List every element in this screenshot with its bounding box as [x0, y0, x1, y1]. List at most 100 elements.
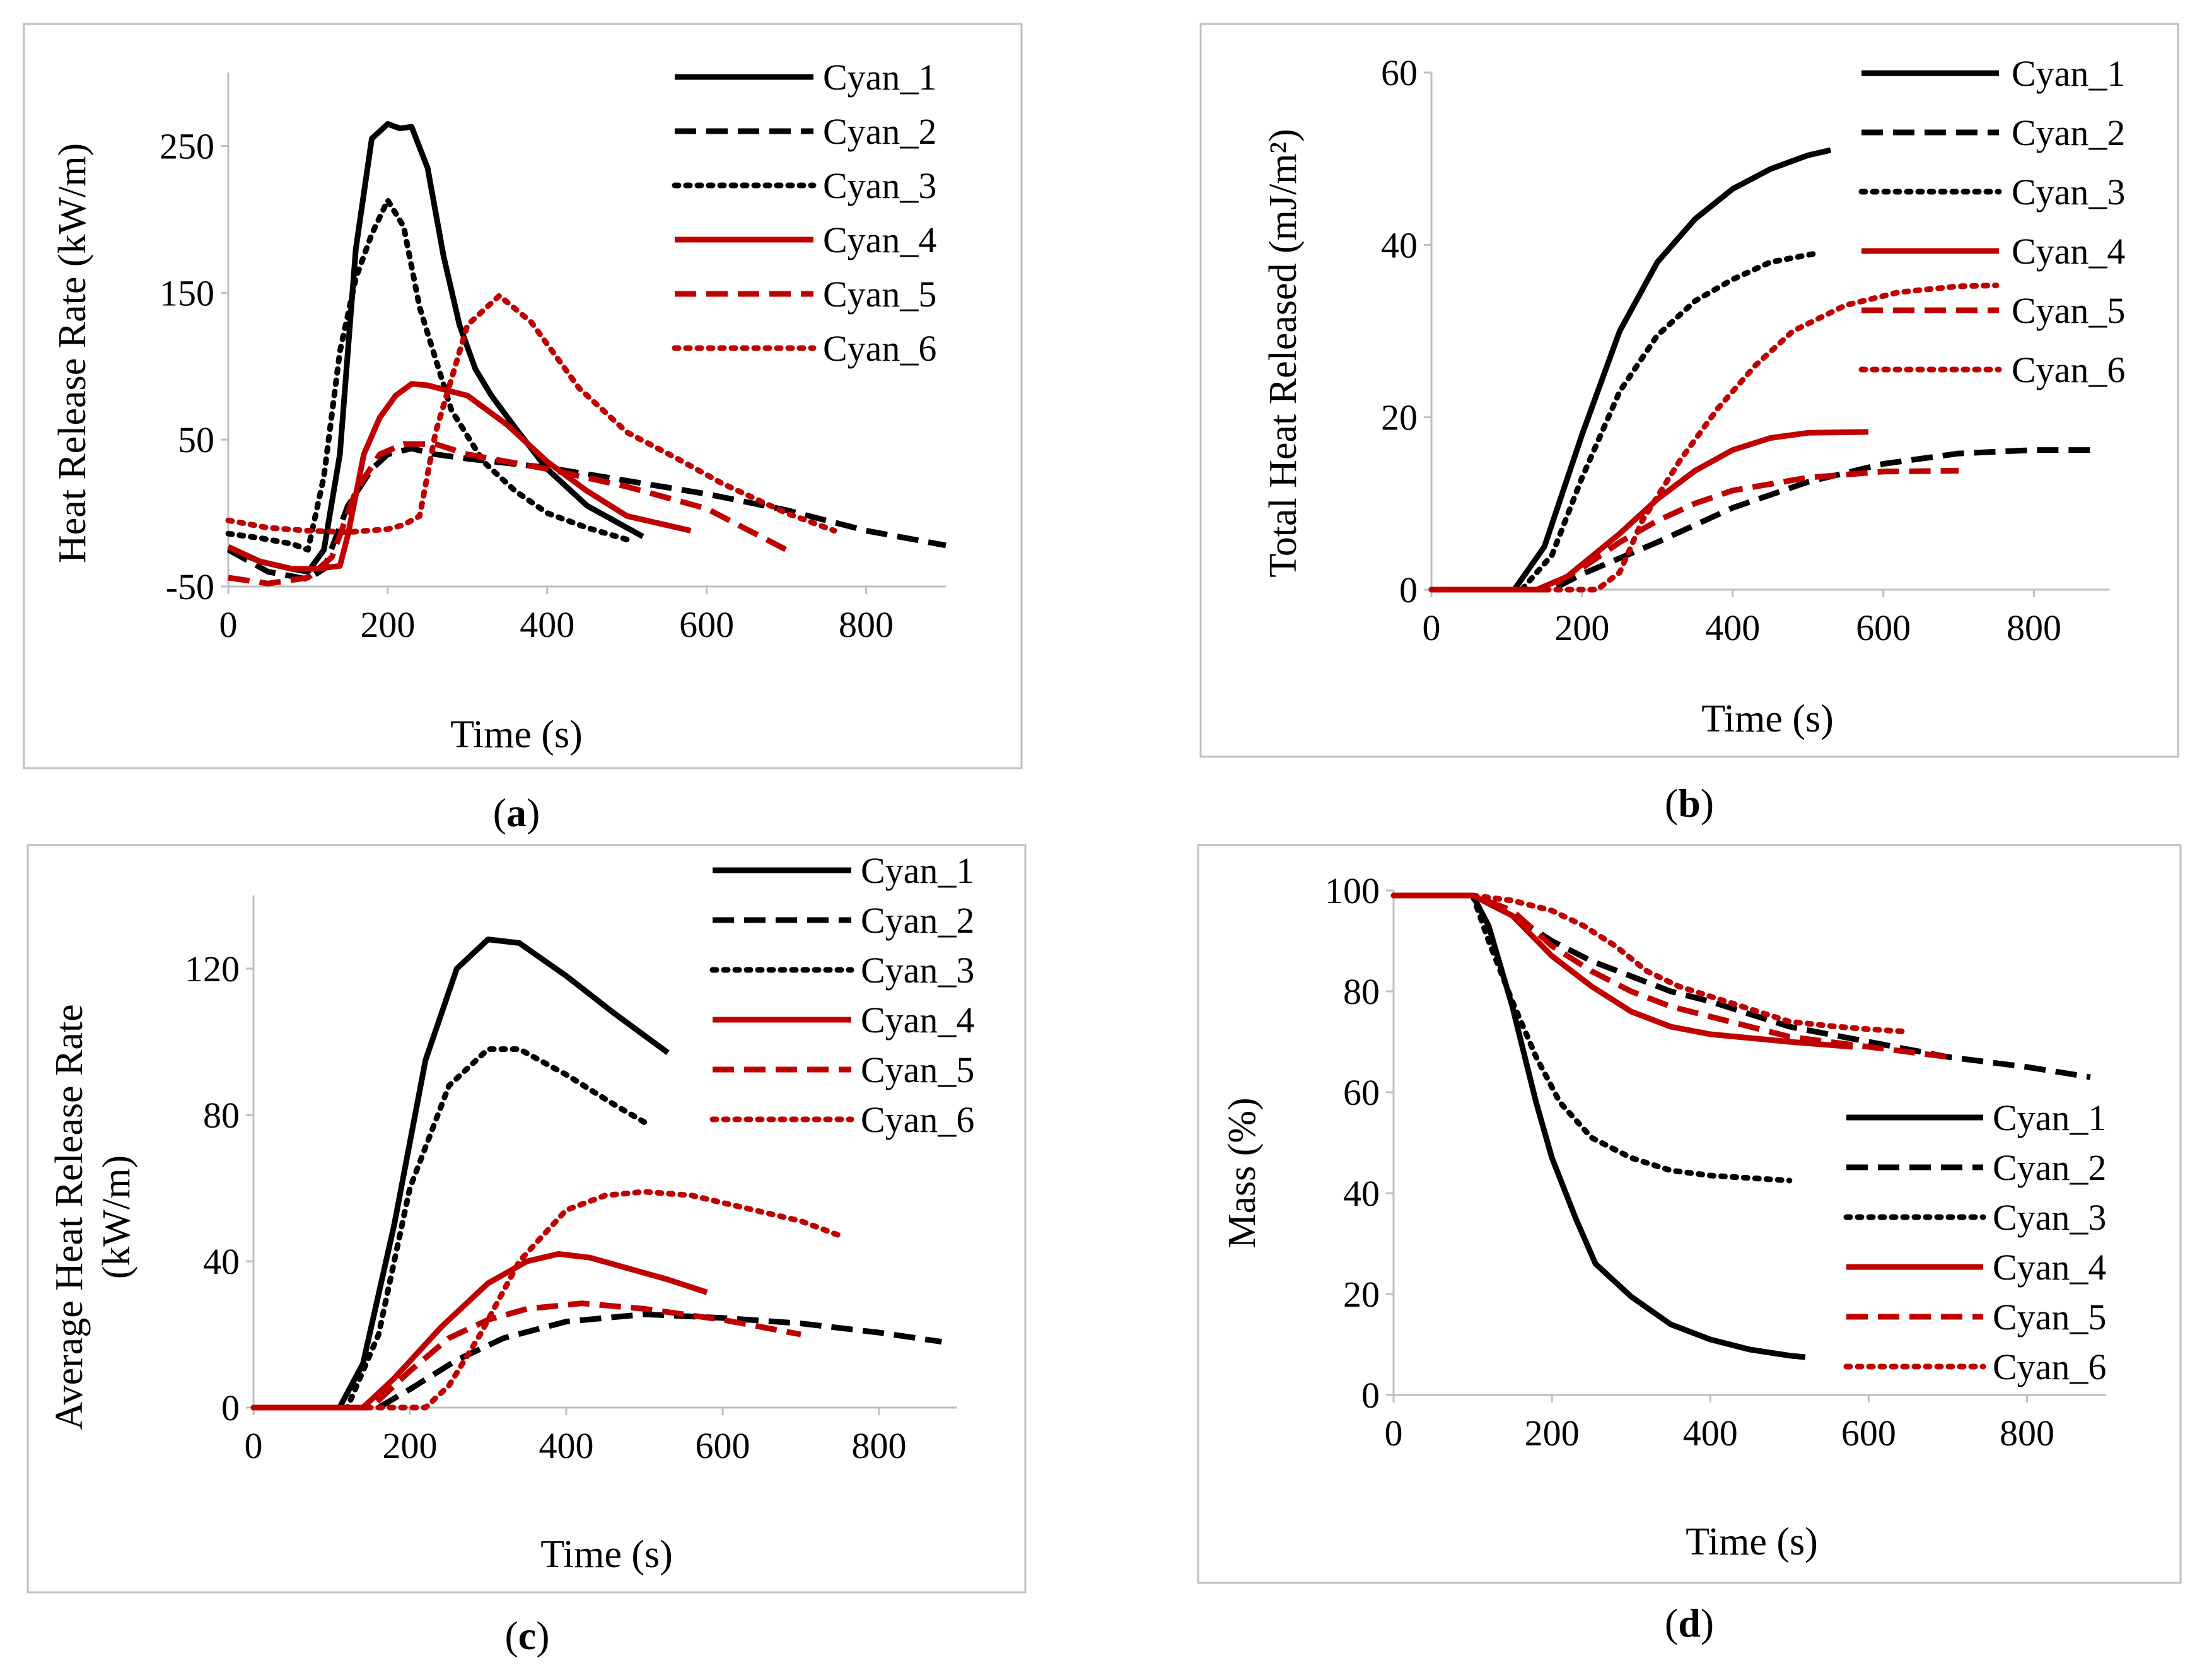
panel-d-y-tick-label: 0	[1361, 1375, 1380, 1416]
panel-d-x-tick-label: 400	[1683, 1413, 1738, 1454]
panel-d-x-tick-label: 200	[1525, 1413, 1580, 1454]
panel-d-x-tick-label: 600	[1841, 1413, 1896, 1454]
legend-label-d-cyan-2: Cyan_2	[1993, 1147, 2106, 1188]
panel-b-caption-letter: b	[1678, 781, 1701, 825]
panel-b-x-tick-label: 0	[1423, 607, 1441, 648]
panel-b-xlabel: Time (s)	[1701, 697, 1834, 740]
panel-b-series-cyan-2	[1431, 447, 2095, 593]
panel-d-y-tick-label: 60	[1343, 1072, 1380, 1113]
legend-label-c-cyan-2: Cyan_2	[861, 900, 974, 941]
panel-a-x-tick-label: 600	[679, 604, 734, 645]
panel-c-x-tick-label: 200	[383, 1425, 438, 1466]
panel-b-plot: 0 200 400 600 800 0 20 40 60 Cyan_1 Cyan_2 Cyan_3 Cy…	[1381, 52, 2125, 648]
panel-b-frame	[1199, 23, 2179, 758]
panel-b-x-tick-label: 800	[2007, 607, 2061, 648]
panel-b-ylabel: Total Heat Released (mJ/m²)	[1262, 129, 1305, 578]
panel-d-y-tick-label: 40	[1343, 1173, 1380, 1214]
panel-d-series-cyan-1	[1394, 892, 1806, 1360]
panel-b-y-tick-label: 0	[1399, 569, 1418, 610]
panel-c-frame	[26, 844, 1027, 1594]
legend-label-b-cyan-3: Cyan_3	[2012, 172, 2125, 213]
panel-c-ylabel-line2: (kW/m)	[95, 1155, 138, 1279]
panel-d-plot: 0 200 400 600 800 0 20 40 60 80 100 Cyan_1 Cyan_2 Cya…	[1325, 870, 2106, 1454]
panel-d-y-tick-label: 20	[1343, 1274, 1380, 1315]
panel-a-x-tick-label: 400	[520, 604, 574, 645]
panel-b-x-tick-label: 600	[1856, 607, 1911, 648]
legend-label-b-cyan-2: Cyan_2	[2012, 112, 2125, 153]
panel-c: 0 200 400 600 800 0 40 80 120 Cyan_1 Cyan_2 Cyan_3 C…	[26, 844, 1027, 1658]
panel-b-y-tick-label: 20	[1381, 397, 1418, 438]
panel-c-x-tick-label: 800	[852, 1425, 907, 1466]
panel-c-series-cyan-4	[253, 1251, 708, 1411]
panel-c-caption-letter: c	[518, 1613, 536, 1658]
legend-label-a-cyan-2: Cyan_2	[823, 111, 936, 152]
panel-d-x-tick-label: 0	[1385, 1413, 1403, 1454]
panel-c-series-cyan-1	[253, 936, 670, 1411]
panel-c-ylabel-line1: Average Heat Release Rate	[48, 1004, 91, 1430]
panel-a-caption: (a)	[493, 790, 540, 835]
panel-b-series-cyan-5	[1431, 467, 1959, 593]
panel-c-plot: 0 200 400 600 800 0 40 80 120 Cyan_1 Cyan_2 Cyan_3 C…	[185, 850, 974, 1466]
panel-d-caption: (d)	[1665, 1601, 1714, 1645]
panel-c-xlabel: Time (s)	[540, 1533, 673, 1576]
panel-d-series-cyan-6	[1390, 892, 1911, 1035]
panel-d: 0 200 400 600 800 0 20 40 60 80 100 Cyan_1 Cyan_2 Cya…	[1197, 844, 2182, 1645]
legend-label-c-cyan-4: Cyan_4	[861, 1000, 974, 1041]
panel-a-series-cyan-1	[227, 121, 644, 575]
panel-a-x-tick-label: 800	[839, 604, 894, 645]
panel-c-caption: (c)	[504, 1613, 549, 1658]
panel-b-series-cyan-1	[1431, 147, 1832, 593]
panel-a-caption-letter: a	[506, 790, 527, 835]
panel-c-series-cyan-3	[250, 1046, 648, 1411]
panel-b: 0 200 400 600 800 0 20 40 60 Cyan_1 Cyan_2 Cyan_3 Cy…	[1199, 23, 2179, 825]
panel-d-series-cyan-3	[1390, 892, 1793, 1184]
panel-c-series-cyan-2	[253, 1311, 942, 1411]
legend-label-b-cyan-1: Cyan_1	[2012, 53, 2125, 94]
panel-a-series-cyan-4	[227, 381, 692, 572]
legend-label-b-cyan-6: Cyan_6	[2012, 349, 2125, 390]
legend-label-d-cyan-1: Cyan_1	[1993, 1097, 2106, 1138]
panel-a-y-tick-label: 250	[160, 125, 214, 166]
legend-label-d-cyan-4: Cyan_4	[1993, 1247, 2106, 1288]
legend-label-d-cyan-6: Cyan_6	[1993, 1346, 2106, 1387]
panel-a-ylabel: Heat Release Rate (kW/m)	[51, 143, 94, 563]
legend-label-b-cyan-4: Cyan_4	[2012, 231, 2125, 272]
panel-d-series-cyan-5	[1394, 892, 1949, 1060]
legend-label-d-cyan-3: Cyan_3	[1993, 1197, 2106, 1238]
legend-label-d-cyan-5: Cyan_5	[1993, 1297, 2106, 1338]
legend-label-a-cyan-6: Cyan_6	[823, 328, 936, 369]
panel-c-x-tick-label: 0	[245, 1425, 263, 1466]
panel-b-y-tick-label: 40	[1381, 225, 1418, 265]
panel-a-x-tick-label: 200	[360, 604, 415, 645]
panel-a-series-cyan-2	[226, 445, 947, 582]
panel-b-series-cyan-6	[1428, 283, 2000, 593]
panel-b-x-tick-label: 400	[1705, 607, 1760, 648]
panel-c-y-tick-label: 120	[185, 948, 240, 989]
panel-a-y-tick-label: -50	[166, 566, 214, 607]
panel-c-y-tick-label: 40	[203, 1241, 240, 1282]
legend-label-c-cyan-5: Cyan_5	[861, 1049, 974, 1090]
panel-a-plot: 0 200 400 600 800 -50 50 150 250 Cyan_1 Cyan_2 Cyan…	[160, 57, 947, 645]
panel-b-y-tick-label: 60	[1381, 52, 1418, 93]
panel-d-y-tick-label: 80	[1343, 971, 1380, 1012]
panel-d-xlabel: Time (s)	[1686, 1520, 1818, 1563]
panel-a-x-tick-label: 0	[219, 604, 238, 645]
panel-b-caption: (b)	[1665, 781, 1714, 825]
panel-a-y-tick-label: 150	[160, 272, 214, 313]
legend-label-c-cyan-3: Cyan_3	[861, 950, 974, 991]
legend-label-b-cyan-5: Cyan_5	[2012, 290, 2125, 331]
panel-c-series-cyan-5	[253, 1300, 801, 1411]
legend-label-a-cyan-4: Cyan_4	[823, 219, 936, 260]
legend-label-c-cyan-1: Cyan_1	[861, 850, 974, 891]
panel-d-frame	[1197, 844, 2182, 1584]
legend-label-a-cyan-3: Cyan_3	[823, 165, 936, 206]
panel-a-series-cyan-3	[225, 197, 630, 553]
panel-d-ylabel: Mass (%)	[1221, 1097, 1264, 1248]
legend-label-a-cyan-5: Cyan_5	[823, 274, 936, 315]
panel-a: 0 200 400 600 800 -50 50 150 250 Cyan_1 Cyan_2 Cyan…	[23, 23, 1023, 835]
panel-c-series-cyan-6	[250, 1189, 843, 1411]
panel-a-xlabel: Time (s)	[450, 713, 583, 756]
panel-c-y-tick-label: 0	[221, 1387, 240, 1428]
panel-a-frame	[23, 23, 1023, 769]
